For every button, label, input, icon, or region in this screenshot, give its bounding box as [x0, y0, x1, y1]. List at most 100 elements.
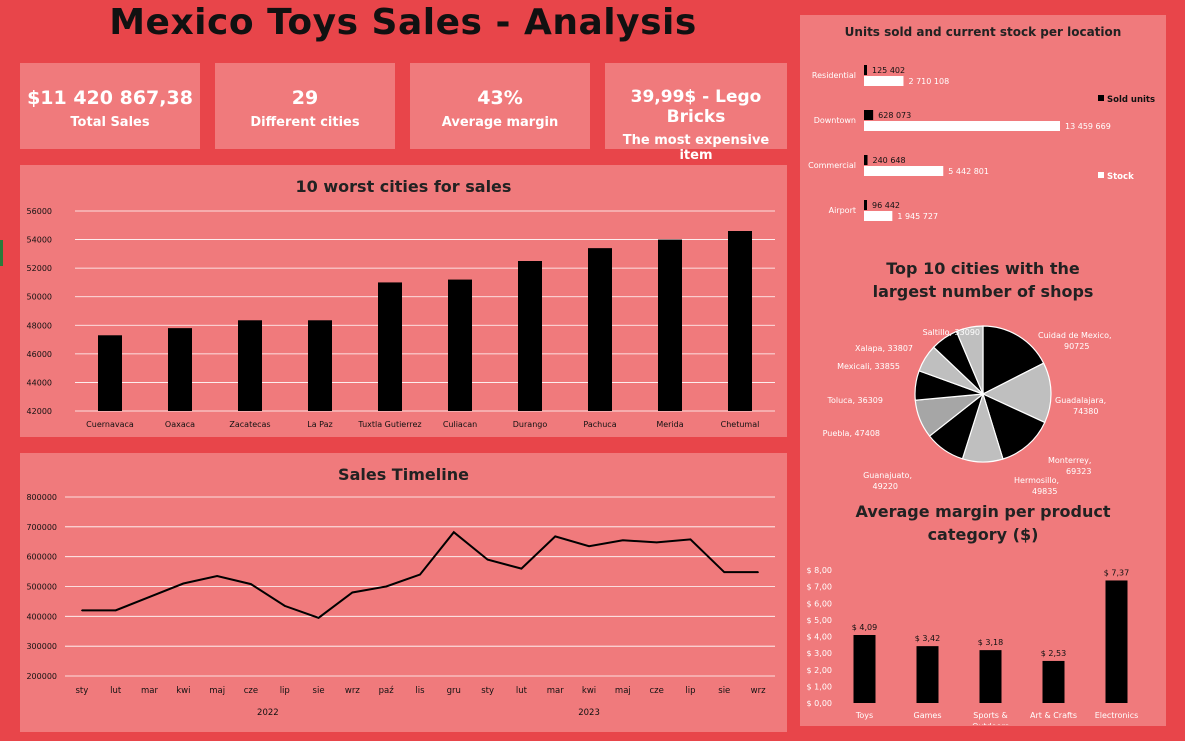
slice-label: Toluca, 36309 — [826, 396, 883, 405]
x-tick-label: La Paz — [307, 420, 332, 429]
sold-bar — [864, 110, 874, 120]
x-tick-label: mar — [141, 686, 158, 696]
kpi-label: Different cities — [250, 115, 360, 130]
x-tick-label: Electronics — [1095, 711, 1139, 720]
x-tick-label: lut — [516, 686, 528, 696]
x-group-label: 2023 — [578, 708, 600, 718]
data-point — [385, 585, 387, 588]
x-tick-label: Chetumal — [721, 420, 760, 429]
y-tick-label: 400000 — [26, 612, 57, 621]
bar — [1105, 580, 1128, 703]
stock-label: 1 945 727 — [897, 212, 938, 221]
x-tick-label: wrz — [345, 686, 360, 696]
x-tick-label: sty — [76, 686, 89, 696]
y-tick-label: $ 2,00 — [807, 666, 832, 675]
sold-label: 240 648 — [873, 156, 906, 165]
y-category-label: Airport — [829, 206, 856, 215]
y-category-label: Residential — [812, 71, 856, 80]
data-point — [114, 609, 117, 612]
bar — [728, 231, 752, 411]
stock-label: 2 710 108 — [908, 77, 949, 86]
data-point — [520, 567, 523, 570]
y-tick-label: 42000 — [27, 407, 52, 416]
x-tick-label: lut — [110, 686, 122, 696]
x-tick-label: Culiacan — [443, 420, 477, 429]
x-tick-label: cze — [649, 686, 663, 696]
kpi-average-margin: 43% Average margin — [410, 63, 590, 149]
margin-chart: $ 0,00 $ 1,00 $ 2,00 $ 3,00 $ 4,00 $ 5,00 $ 6,… — [807, 566, 1139, 725]
chart-title: 10 worst cities for sales — [295, 177, 512, 196]
y-category-label: Downtown — [814, 116, 856, 125]
shops-pie-chart: Cuidad de Mexico, 90725 Guadalajara, 74380 M… — [823, 325, 1112, 496]
bar — [1042, 660, 1065, 703]
y-tick-label: 300000 — [26, 642, 57, 651]
chart-title: Top 10 cities with the largest number of… — [872, 259, 1094, 301]
data-label: $ 4,09 — [852, 623, 877, 632]
kpi-value: 43% — [477, 87, 523, 109]
worst-cities-panel: 10 worst cities for sales 42000 44000 4600… — [20, 165, 787, 437]
data-point — [81, 609, 83, 612]
data-point — [757, 571, 759, 573]
x-tick-label: Pachuca — [583, 420, 616, 429]
pie-slice — [982, 325, 1045, 395]
data-point — [351, 591, 354, 594]
kpi-total-sales: $11 420 867,38 Total Sales — [20, 63, 200, 149]
y-tick-label: 200000 — [26, 672, 57, 681]
slice-label: Guanajuato, 49220 — [863, 471, 912, 491]
bar — [853, 635, 876, 703]
data-point — [283, 605, 286, 607]
x-tick-label: Art & Crafts — [1030, 711, 1077, 720]
y-tick-label: 44000 — [27, 378, 52, 387]
data-label: $ 7,37 — [1104, 568, 1129, 577]
x-tick-label: Oaxaca — [165, 420, 195, 429]
y-tick-label: 800000 — [26, 493, 57, 502]
x-tick-label: Games — [914, 711, 942, 720]
x-tick-label: sie — [313, 686, 325, 696]
x-tick-label: sie — [718, 686, 730, 696]
legend-swatch-sold — [1098, 95, 1104, 101]
bar — [518, 261, 542, 411]
data-point — [216, 575, 218, 577]
x-tick-label: lip — [685, 686, 695, 696]
kpi-label: Total Sales — [70, 115, 150, 130]
stock-bar — [864, 121, 1060, 131]
kpi-different-cities: 29 Different cities — [215, 63, 395, 149]
slice-label: Cuidad de Mexico, 90725 — [1038, 331, 1112, 351]
y-tick-label: 700000 — [26, 523, 57, 532]
bar — [98, 335, 122, 411]
data-point — [317, 617, 320, 619]
x-tick-label: maj — [615, 686, 631, 696]
x-tick-label: Toys — [855, 711, 873, 720]
pie-slice — [981, 362, 1052, 424]
data-point — [182, 582, 185, 585]
bar — [308, 320, 332, 411]
y-tick-label: $ 7,00 — [807, 583, 832, 592]
bar — [979, 650, 1002, 703]
sales-timeline-panel: Sales Timeline 200000 300000 400000 500000 6… — [20, 453, 787, 732]
x-tick-label: paź — [379, 686, 395, 696]
y-tick-label: $ 6,00 — [807, 599, 832, 608]
data-point — [250, 583, 252, 585]
data-point — [723, 571, 726, 573]
data-point — [622, 539, 624, 542]
stock-label: 13 459 669 — [1065, 122, 1111, 131]
legend-label: Sold units — [1107, 95, 1155, 105]
bar — [168, 328, 192, 411]
right-panel: Units sold and current stock per locatio… — [800, 15, 1166, 726]
y-category-label: Commercial — [808, 161, 856, 170]
slice-label: Monterrey, 69323 — [1048, 456, 1091, 476]
x-group-label: 2022 — [257, 708, 279, 718]
y-tick-label: 600000 — [26, 553, 57, 562]
x-tick-label: Zacatecas — [229, 420, 270, 429]
kpi-value: 39,99$ - Lego Bricks — [630, 87, 762, 127]
chart-title: Sales Timeline — [338, 465, 469, 484]
dashboard-title: Mexico Toys Sales - Analysis — [109, 2, 697, 43]
sold-label: 96 442 — [872, 201, 900, 210]
x-tick-label: kwi — [176, 686, 190, 696]
slice-label: Guadalajara, 74380 — [1055, 396, 1106, 416]
sold-bar — [864, 65, 867, 75]
data-label: $ 3,42 — [915, 634, 940, 643]
x-tick-label: Sports &Outdoors — [972, 711, 1009, 725]
kpi-value: 29 — [291, 87, 319, 109]
